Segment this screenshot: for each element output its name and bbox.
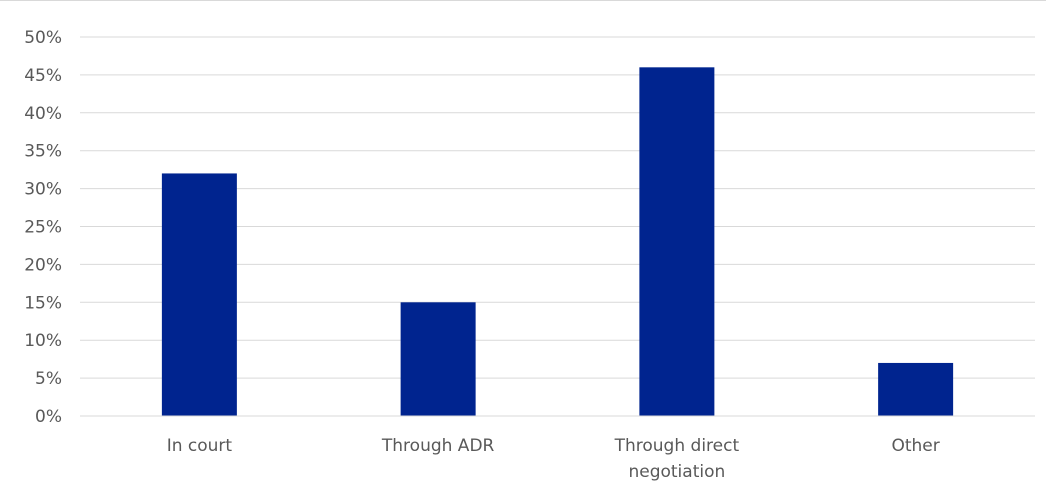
bar	[878, 362, 954, 416]
y-tick-label: 40%	[24, 104, 62, 124]
y-tick-label: 5%	[35, 369, 62, 389]
x-category-label: In court	[167, 436, 233, 456]
gridlines	[80, 36, 1035, 379]
bar	[639, 67, 715, 416]
y-tick-label: 20%	[24, 255, 62, 275]
bars	[161, 67, 954, 416]
y-axis-tick-labels: 0% 5% 10% 15% 20% 25% 30% 35% 40% 45% 50%	[24, 28, 62, 427]
x-category-label-line: Through ADR	[381, 436, 495, 456]
x-axis-category-labels: In court Through ADR Through direct negotia…	[167, 436, 940, 482]
x-category-label-line: Other	[891, 436, 939, 456]
y-tick-label: 35%	[24, 142, 62, 162]
x-category-label: Through ADR	[381, 436, 495, 456]
y-tick-label: 10%	[24, 331, 62, 351]
x-category-label-line: negotiation	[628, 462, 725, 482]
y-tick-label: 30%	[24, 180, 62, 200]
y-tick-label: 25%	[24, 218, 62, 238]
y-tick-label: 0%	[35, 407, 62, 427]
y-tick-label: 50%	[24, 28, 62, 48]
bar	[400, 302, 476, 416]
bar	[161, 173, 237, 416]
y-tick-label: 45%	[24, 66, 62, 86]
y-tick-label: 15%	[24, 293, 62, 313]
x-category-label: Other	[891, 436, 939, 456]
x-category-label-line: Through direct	[614, 436, 740, 456]
x-category-label-line: In court	[167, 436, 233, 456]
x-category-label: Through direct negotiation	[614, 436, 740, 482]
